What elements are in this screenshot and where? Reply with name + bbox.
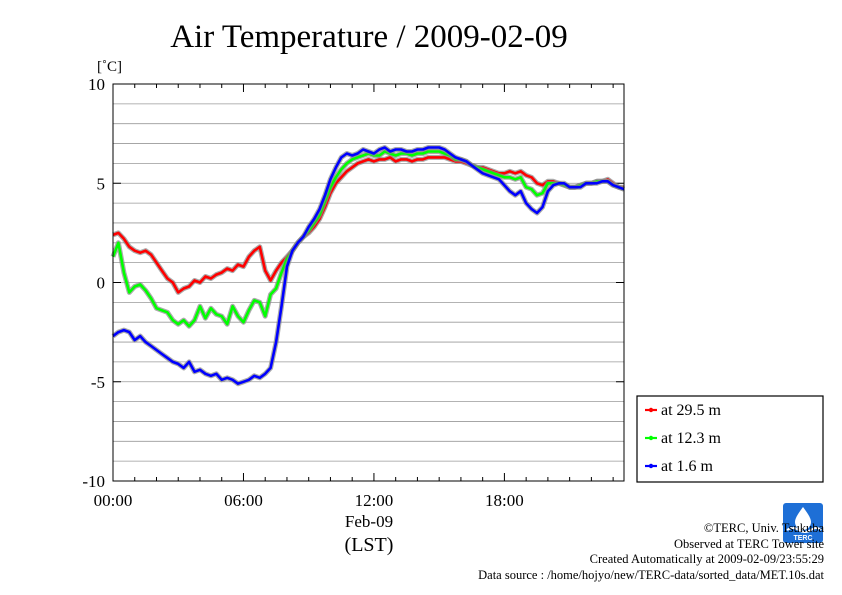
- series-halo-at-12-3-m: [110, 149, 625, 329]
- legend-label: at 12.3 m: [661, 430, 722, 447]
- plot-frame: [112, 83, 625, 482]
- x-axis-label: (LST): [345, 534, 394, 556]
- series-line-at-1-6-m: [112, 146, 625, 386]
- y-tick-label: -10: [82, 472, 105, 491]
- logo-drop-icon: [795, 507, 811, 530]
- grid: [113, 103, 624, 462]
- x-date-label: Feb-09: [345, 512, 393, 531]
- legend-label: at 29.5 m: [661, 402, 722, 419]
- chart-title: Air Temperature / 2009-02-09: [170, 19, 568, 55]
- series-halo-at-29-5-m: [112, 154, 624, 295]
- y-tick-label: -5: [91, 373, 105, 392]
- logo-wave-icon: [786, 527, 822, 533]
- series-line-at-12-3-m: [111, 150, 625, 328]
- x-tick-label: 18:00: [485, 491, 524, 510]
- logo-text: TERC: [793, 535, 812, 542]
- x-tick-label: 06:00: [224, 491, 263, 510]
- legend-marker: [648, 435, 654, 441]
- y-tick-label: 0: [97, 274, 106, 293]
- terc-logo: TERC: [783, 503, 823, 543]
- series-line-at-29-5-m: [112, 156, 624, 294]
- series-layer: [110, 145, 625, 387]
- credit-created: Created Automatically at 2009-02-09/23:5…: [589, 552, 824, 566]
- y-tick-label: 5: [97, 174, 106, 193]
- credit-copyright: ©TERC, Univ. Tsukuba: [703, 521, 824, 535]
- credits-block: ©TERC, Univ. Tsukuba Observed at TERC To…: [478, 521, 824, 583]
- y-tick-label: 10: [88, 75, 105, 94]
- credit-observed: Observed at TERC Tower site: [673, 536, 824, 551]
- legend-box: [636, 395, 824, 483]
- credit-source: Data source : /home/hojyo/new/TERC-data/…: [478, 567, 824, 582]
- x-tick-label: 12:00: [355, 491, 394, 510]
- y-unit-label: [˚C]: [97, 59, 122, 75]
- tick-labels: -10 -5 0 5 10 00:00 06:00 12:00 18:00: [82, 75, 523, 510]
- legend-marker: [648, 407, 654, 413]
- legend-marker: [648, 463, 654, 469]
- legend: at 29.5 m at 12.3 m at 1.6 m: [636, 395, 824, 483]
- legend-label: at 1.6 m: [661, 458, 714, 475]
- x-tick-label: 00:00: [94, 491, 133, 510]
